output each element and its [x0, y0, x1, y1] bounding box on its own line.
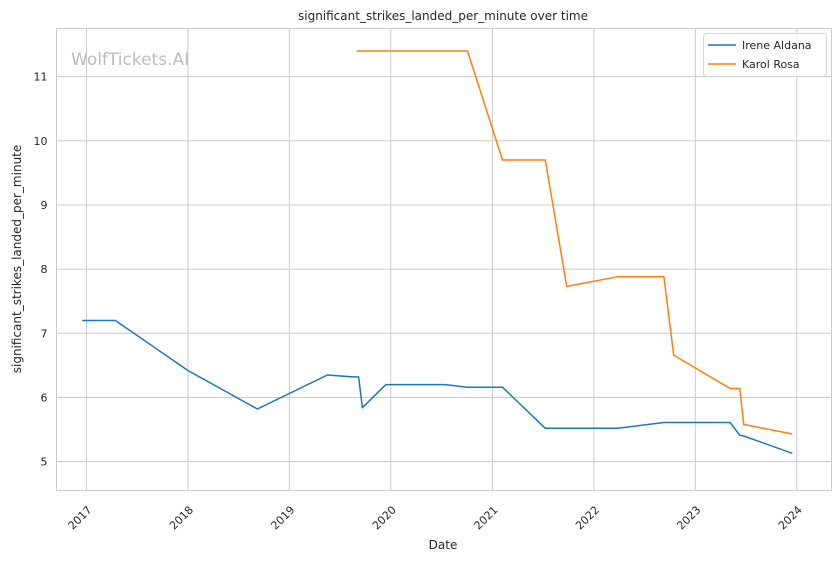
y-tick-label: 7: [41, 327, 48, 340]
y-tick-label: 11: [34, 71, 48, 84]
x-axis-label: Date: [429, 538, 458, 552]
plot-frame: [56, 28, 832, 491]
y-tick-label: 8: [41, 263, 48, 276]
series-lines: [82, 50, 793, 455]
series-line-irene-aldana: [82, 319, 793, 455]
legend: Irene Aldana Karol Rosa: [703, 33, 827, 77]
series-line-karol-rosa: [356, 50, 793, 435]
legend-label-irene-aldana: Irene Aldana: [742, 39, 812, 52]
y-tick-labels: 5 6 7 8 9 10 11: [34, 71, 48, 469]
y-axis-label: significant_strikes_landed_per_minute: [10, 145, 24, 374]
chart-title: significant_strikes_landed_per_minute ov…: [298, 9, 588, 23]
legend-label-karol-rosa: Karol Rosa: [742, 58, 800, 71]
y-tick-label: 9: [41, 199, 48, 212]
y-tick-label: 6: [41, 391, 48, 404]
watermark: WolfTickets.AI: [71, 50, 189, 70]
y-tick-label: 5: [41, 456, 48, 469]
grid: [56, 28, 832, 491]
y-tick-label: 10: [34, 135, 48, 148]
